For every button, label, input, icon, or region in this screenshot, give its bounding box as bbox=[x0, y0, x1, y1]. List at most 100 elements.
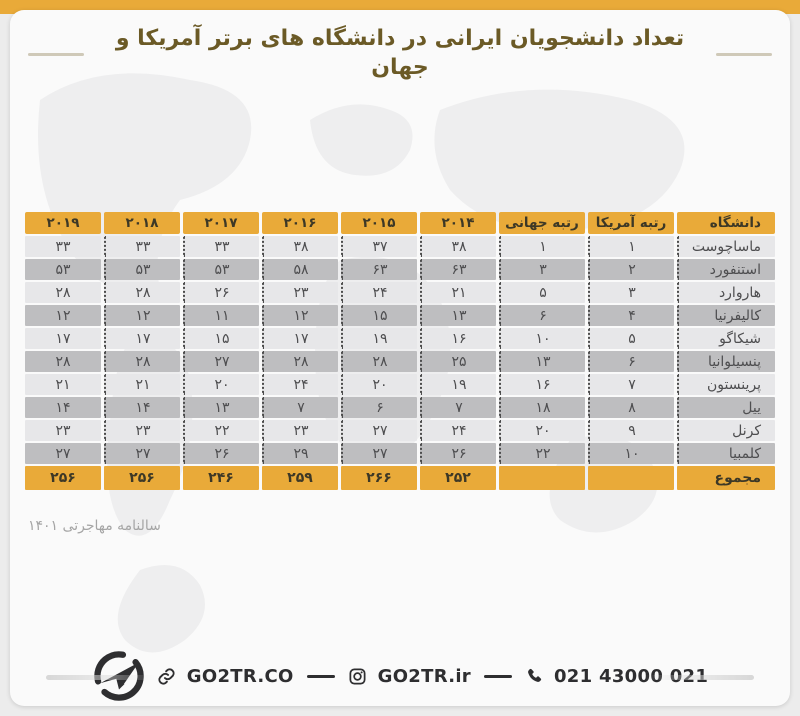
value-cell: ۱۷ bbox=[25, 328, 101, 349]
value-cell: ۲۸ bbox=[104, 282, 180, 303]
university-name-cell: هاروارد bbox=[677, 282, 775, 303]
value-cell: ۱۲ bbox=[262, 305, 338, 326]
value-cell: ۲۲ bbox=[499, 443, 585, 464]
value-cell: ۱۲ bbox=[104, 305, 180, 326]
value-cell: ۲۰ bbox=[183, 374, 259, 395]
footer-website: GO2TR.CO bbox=[186, 665, 294, 687]
students-table-wrap: دانشگاه رتبه آمریکا رتبه جهانی ۲۰۱۴ ۲۰۱۵ ۲۰۱۶… bbox=[22, 210, 778, 492]
table-row: شیکاگو ۵ ۱۰ ۱۶ ۱۹ ۱۷ ۱۵ ۱۷ ۱۷ bbox=[25, 328, 775, 349]
column-header-1: رتبه آمریکا bbox=[588, 212, 674, 234]
value-cell: ۵۳ bbox=[104, 259, 180, 280]
total-value-cell: ۲۵۹ bbox=[262, 466, 338, 490]
go2tr-logo bbox=[94, 651, 144, 701]
total-value-cell bbox=[588, 466, 674, 490]
value-cell: ۲۷ bbox=[341, 420, 417, 441]
total-value-cell: ۲۴۶ bbox=[183, 466, 259, 490]
table-row: پرینستون ۷ ۱۶ ۱۹ ۲۰ ۲۴ ۲۰ ۲۱ ۲۱ bbox=[25, 374, 775, 395]
value-cell: ۲۶ bbox=[183, 282, 259, 303]
total-value-cell: ۲۶۶ bbox=[341, 466, 417, 490]
table-header-row: دانشگاه رتبه آمریکا رتبه جهانی ۲۰۱۴ ۲۰۱۵ ۲۰۱۶… bbox=[25, 212, 775, 234]
value-cell: ۲۳ bbox=[25, 420, 101, 441]
table-row: پنسیلوانیا ۶ ۱۳ ۲۵ ۲۸ ۲۸ ۲۷ ۲۸ ۲۸ bbox=[25, 351, 775, 372]
value-cell: ۶ bbox=[499, 305, 585, 326]
value-cell: ۵ bbox=[499, 282, 585, 303]
value-cell: ۶ bbox=[341, 397, 417, 418]
value-cell: ۲۱ bbox=[104, 374, 180, 395]
value-cell: ۳۸ bbox=[262, 236, 338, 257]
value-cell: ۲۳ bbox=[104, 420, 180, 441]
value-cell: ۵۳ bbox=[25, 259, 101, 280]
value-cell: ۲۸ bbox=[25, 351, 101, 372]
value-cell: ۲۶ bbox=[420, 443, 496, 464]
value-cell: ۶ bbox=[588, 351, 674, 372]
value-cell: ۲۷ bbox=[341, 443, 417, 464]
value-cell: ۱۴ bbox=[104, 397, 180, 418]
value-cell: ۱ bbox=[499, 236, 585, 257]
university-name-cell: کالیفرنیا bbox=[677, 305, 775, 326]
table-row: ماساچوست ۱ ۱ ۳۸ ۳۷ ۳۸ ۳۳ ۳۳ ۳۳ bbox=[25, 236, 775, 257]
university-name-cell: شیکاگو bbox=[677, 328, 775, 349]
value-cell: ۱۹ bbox=[341, 328, 417, 349]
university-name-cell: کرنل bbox=[677, 420, 775, 441]
table-row: هاروارد ۳ ۵ ۲۱ ۲۴ ۲۳ ۲۶ ۲۸ ۲۸ bbox=[25, 282, 775, 303]
value-cell: ۵۸ bbox=[262, 259, 338, 280]
university-name-cell: ییل bbox=[677, 397, 775, 418]
value-cell: ۳۳ bbox=[25, 236, 101, 257]
value-cell: ۷ bbox=[420, 397, 496, 418]
value-cell: ۲۸ bbox=[25, 282, 101, 303]
value-cell: ۲۸ bbox=[104, 351, 180, 372]
value-cell: ۲۳ bbox=[262, 282, 338, 303]
value-cell: ۲۴ bbox=[341, 282, 417, 303]
value-cell: ۲۴ bbox=[420, 420, 496, 441]
column-header-5: ۲۰۱۶ bbox=[262, 212, 338, 234]
table-row: ییل ۸ ۱۸ ۷ ۶ ۷ ۱۳ ۱۴ ۱۴ bbox=[25, 397, 775, 418]
footer-instagram: GO2TR.ir bbox=[377, 665, 471, 687]
university-name-cell: ماساچوست bbox=[677, 236, 775, 257]
value-cell: ۱۹ bbox=[420, 374, 496, 395]
footer: GO2TR.CO GO2TR.ir 021 43000 021 bbox=[10, 646, 790, 706]
title-decoration-line-left bbox=[28, 52, 84, 56]
value-cell: ۱۸ bbox=[499, 397, 585, 418]
value-cell: ۶۳ bbox=[341, 259, 417, 280]
value-cell: ۳۳ bbox=[104, 236, 180, 257]
total-label-cell: مجموع bbox=[677, 466, 775, 490]
table-row: کرنل ۹ ۲۰ ۲۴ ۲۷ ۲۳ ۲۲ ۲۳ ۲۳ bbox=[25, 420, 775, 441]
column-header-3: ۲۰۱۴ bbox=[420, 212, 496, 234]
value-cell: ۱۷ bbox=[104, 328, 180, 349]
value-cell: ۳۳ bbox=[183, 236, 259, 257]
students-table: دانشگاه رتبه آمریکا رتبه جهانی ۲۰۱۴ ۲۰۱۵ ۲۰۱۶… bbox=[22, 210, 778, 492]
value-cell: ۱۵ bbox=[183, 328, 259, 349]
value-cell: ۱۲ bbox=[25, 305, 101, 326]
value-cell: ۲۷ bbox=[25, 443, 101, 464]
value-cell: ۶۳ bbox=[420, 259, 496, 280]
total-value-cell: ۲۵۶ bbox=[104, 466, 180, 490]
value-cell: ۷ bbox=[262, 397, 338, 418]
column-header-4: ۲۰۱۵ bbox=[341, 212, 417, 234]
column-header-6: ۲۰۱۷ bbox=[183, 212, 259, 234]
total-value-cell: ۲۵۶ bbox=[25, 466, 101, 490]
value-cell: ۳۷ bbox=[341, 236, 417, 257]
value-cell: ۱۵ bbox=[341, 305, 417, 326]
value-cell: ۲ bbox=[588, 259, 674, 280]
value-cell: ۷ bbox=[588, 374, 674, 395]
value-cell: ۲۸ bbox=[341, 351, 417, 372]
footer-divider-dash bbox=[483, 674, 512, 678]
university-name-cell: کلمبیا bbox=[677, 443, 775, 464]
value-cell: ۲۱ bbox=[420, 282, 496, 303]
value-cell: ۳ bbox=[499, 259, 585, 280]
instagram-icon bbox=[349, 668, 366, 684]
infographic-card: تعداد دانشجویان ایرانی در دانشگاه های بر… bbox=[10, 10, 790, 706]
footer-phone: 021 43000 021 bbox=[553, 665, 709, 687]
value-cell: ۱۳ bbox=[420, 305, 496, 326]
university-name-cell: پنسیلوانیا bbox=[677, 351, 775, 372]
value-cell: ۲۳ bbox=[262, 420, 338, 441]
value-cell: ۲۶ bbox=[183, 443, 259, 464]
link-icon bbox=[158, 667, 175, 685]
value-cell: ۱۳ bbox=[183, 397, 259, 418]
value-cell: ۱۰ bbox=[588, 443, 674, 464]
value-cell: ۳ bbox=[588, 282, 674, 303]
column-header-0: دانشگاه bbox=[677, 212, 775, 234]
total-value-cell: ۲۵۲ bbox=[420, 466, 496, 490]
value-cell: ۲۷ bbox=[104, 443, 180, 464]
